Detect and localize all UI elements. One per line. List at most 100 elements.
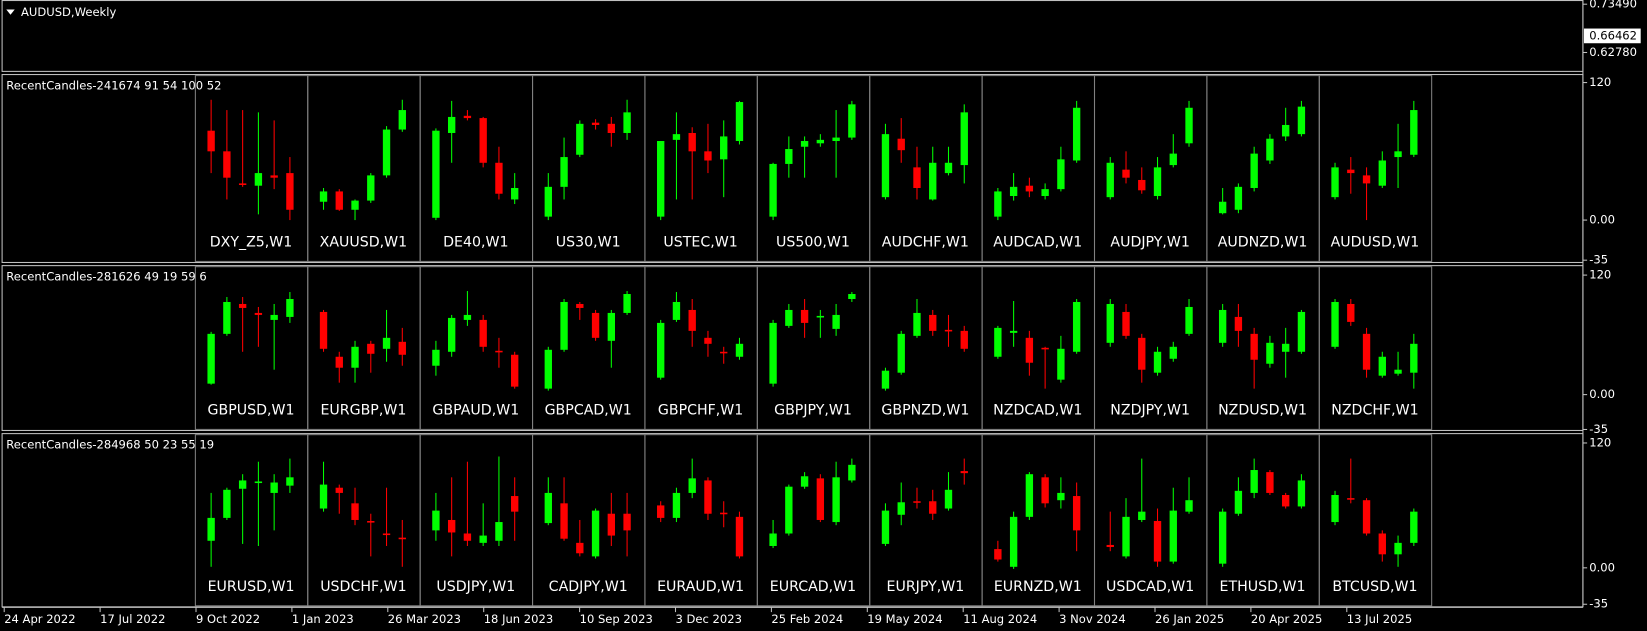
candle-body [270,314,278,320]
candle-body [447,317,456,352]
date-label: 17 Jul 2022 [100,612,165,626]
candle-body [560,503,568,539]
candle-body [1347,303,1355,322]
candle-body [479,319,487,347]
candle-body [688,478,696,493]
candle-body [720,136,728,160]
candle-body [944,489,953,509]
panel-label: EURJPY,W1 [887,579,965,595]
panel-label: NZDCAD,W1 [993,403,1082,419]
candle-body [238,303,247,308]
candle-body [832,477,840,523]
candle-body [929,501,937,514]
candle-body [1234,316,1243,331]
date-label: 24 Apr 2022 [4,612,75,626]
subwindow-frame [1,74,1584,264]
candle-body [367,175,375,201]
candle-body [623,294,631,313]
candle-body [704,480,712,514]
axis-tick-label: 0.00 [1589,213,1615,227]
candle-body [913,501,921,503]
candle-body [672,134,681,140]
candle-body [479,118,487,163]
candle-body [335,487,343,493]
panel-label: NZDUSD,W1 [1218,403,1307,419]
candle-body [1218,201,1227,214]
axis-tick-label: 120 [1589,268,1611,282]
candle-body [800,309,809,323]
panel-label: AUDCAD,W1 [993,235,1082,251]
candle-body [913,312,921,336]
candle-body [672,301,681,320]
panel-label: BTCUSD,W1 [1332,579,1417,595]
candle-body [1281,124,1290,137]
candle-body [735,516,744,557]
candle-body [351,200,359,210]
indicator-label: RecentCandles-281626 49 19 59 6 [6,270,206,284]
candle-body [286,298,294,317]
candle-body [1347,498,1355,500]
candle-body [1025,474,1034,517]
candle-body [223,301,231,334]
candle-body [286,477,294,486]
panel-frame [1318,266,1433,430]
candle-body [319,191,328,202]
candle-body [720,512,728,515]
candle-body [1057,492,1065,501]
candle-body [1378,356,1386,376]
candle-body [544,492,552,524]
candle-body [848,104,856,138]
candle-body [657,322,665,378]
candle-body [238,480,247,489]
candle-body [1362,333,1371,370]
panel-label: NZDJPY,W1 [1110,403,1190,419]
candle-body [463,314,472,320]
candle-body [623,513,631,531]
candle-body [1394,369,1402,374]
candle-body [1394,542,1402,555]
candle-body [688,132,696,152]
candle-body [351,346,359,368]
candle-body [960,112,968,166]
candle-body [1331,495,1339,523]
panel-label: EURGBP,W1 [320,403,406,419]
panel-label: GBPJPY,W1 [774,403,852,419]
date-label: 20 Apr 2025 [1251,612,1322,626]
candle-body [913,167,921,188]
candle-body [1394,151,1402,158]
current-price-label: 0.66462 [1589,28,1637,42]
axis-tick-label: 0.00 [1589,560,1615,574]
candle-body [1153,167,1162,197]
candle-body [463,533,472,541]
panel-label: USDCAD,W1 [1106,579,1194,595]
candle-body [1250,470,1258,493]
candle-body [1297,311,1306,352]
candle-body [1169,153,1177,166]
panel-label: GBPUSD,W1 [208,403,295,419]
candle-body [382,129,391,176]
candle-body [1138,337,1146,370]
date-label: 1 Jan 2023 [292,612,354,626]
candle-body [1025,337,1034,363]
candle-body [704,337,712,344]
candle-body [1410,511,1418,543]
axis-tick-label: 120 [1589,435,1611,449]
dropdown-arrow[interactable] [6,9,15,15]
candle-body [1072,107,1081,161]
candle-body [704,151,712,161]
candle-body [1234,490,1243,514]
candle-body [319,484,328,509]
candle-body [623,112,631,133]
candle-body [432,349,440,366]
candle-body [816,139,825,144]
candle-body [607,312,615,341]
candle-body [735,102,744,142]
candle-body [591,510,600,557]
candle-body [1378,160,1386,186]
candle-body [367,521,375,523]
candle-body [881,370,890,389]
candle-body [1250,153,1258,188]
candle-body [1362,175,1371,184]
date-label: 19 May 2024 [867,612,942,626]
